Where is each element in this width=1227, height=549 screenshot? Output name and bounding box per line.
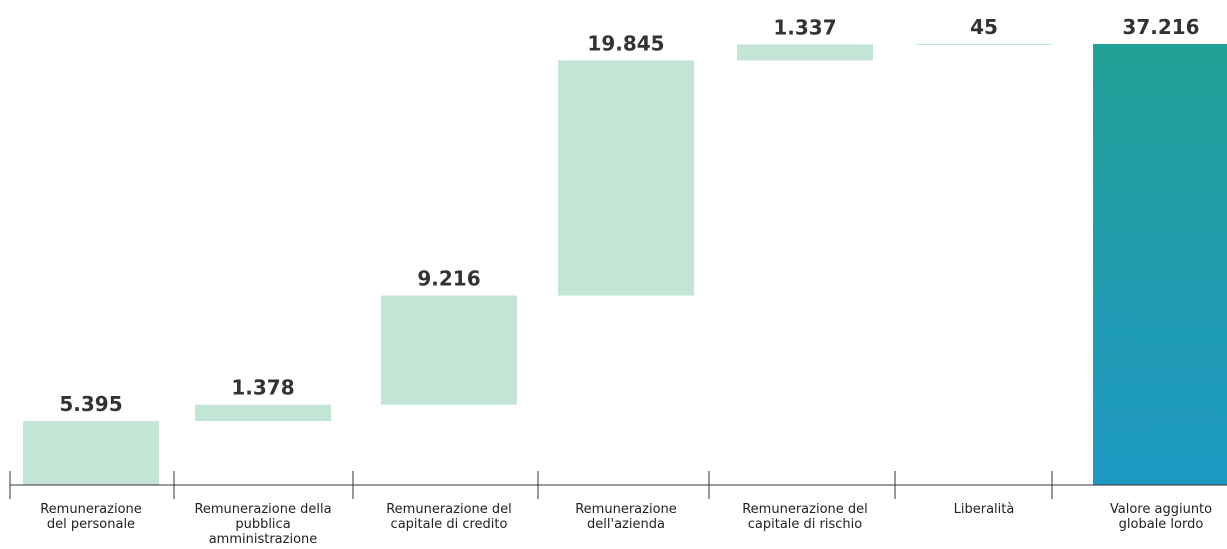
category-label: Remunerazione dell'azienda — [575, 502, 677, 532]
category-label: Remunerazione della pubblica amministrazio… — [194, 502, 331, 547]
bar-value-label: 9.216 — [417, 267, 480, 291]
x-axis — [9, 471, 1227, 499]
waterfall-bar — [23, 421, 159, 485]
category-label: Liberalità — [954, 502, 1015, 517]
category-label-line: capitale di credito — [391, 517, 508, 532]
total-bar — [1093, 44, 1227, 485]
bar-value-label: 45 — [970, 15, 998, 39]
category-label-line: Remunerazione della — [194, 502, 331, 517]
bar-value-label: 5.395 — [59, 392, 122, 416]
bars-layer — [23, 44, 1227, 485]
waterfall-bar — [381, 295, 517, 405]
category-label-line: Remunerazione — [40, 502, 142, 517]
bar-value-label: 37.216 — [1122, 15, 1199, 39]
bar-value-label: 1.337 — [773, 16, 836, 40]
category-label-line: Remunerazione del — [742, 502, 868, 517]
waterfall-bar — [195, 404, 331, 422]
waterfall-bar — [737, 44, 873, 61]
category-label-line: del personale — [47, 517, 135, 532]
category-label: Valore aggiunto globale lordo — [1110, 502, 1212, 532]
category-label-line: Liberalità — [954, 502, 1015, 517]
category-label-line: Remunerazione — [575, 502, 677, 517]
category-label: Remunerazione del personale — [40, 502, 142, 532]
bar-value-label: 19.845 — [587, 31, 664, 55]
category-label-line: capitale di rischio — [748, 517, 863, 532]
category-label-line: Remunerazione del — [386, 502, 512, 517]
category-label-line: pubblica — [235, 517, 290, 532]
category-label: Remunerazione del capitale di rischio — [742, 502, 868, 532]
category-label-line: dell'azienda — [587, 517, 665, 532]
waterfall-bar — [558, 60, 694, 296]
category-label: Remunerazione del capitale di credito — [386, 502, 512, 532]
waterfall-bar — [916, 44, 1052, 45]
category-label-line: Valore aggiunto — [1110, 502, 1212, 517]
category-label-line: globale lordo — [1119, 517, 1204, 532]
category-label-line: amministrazione — [209, 532, 318, 547]
bar-value-label: 1.378 — [231, 376, 294, 400]
